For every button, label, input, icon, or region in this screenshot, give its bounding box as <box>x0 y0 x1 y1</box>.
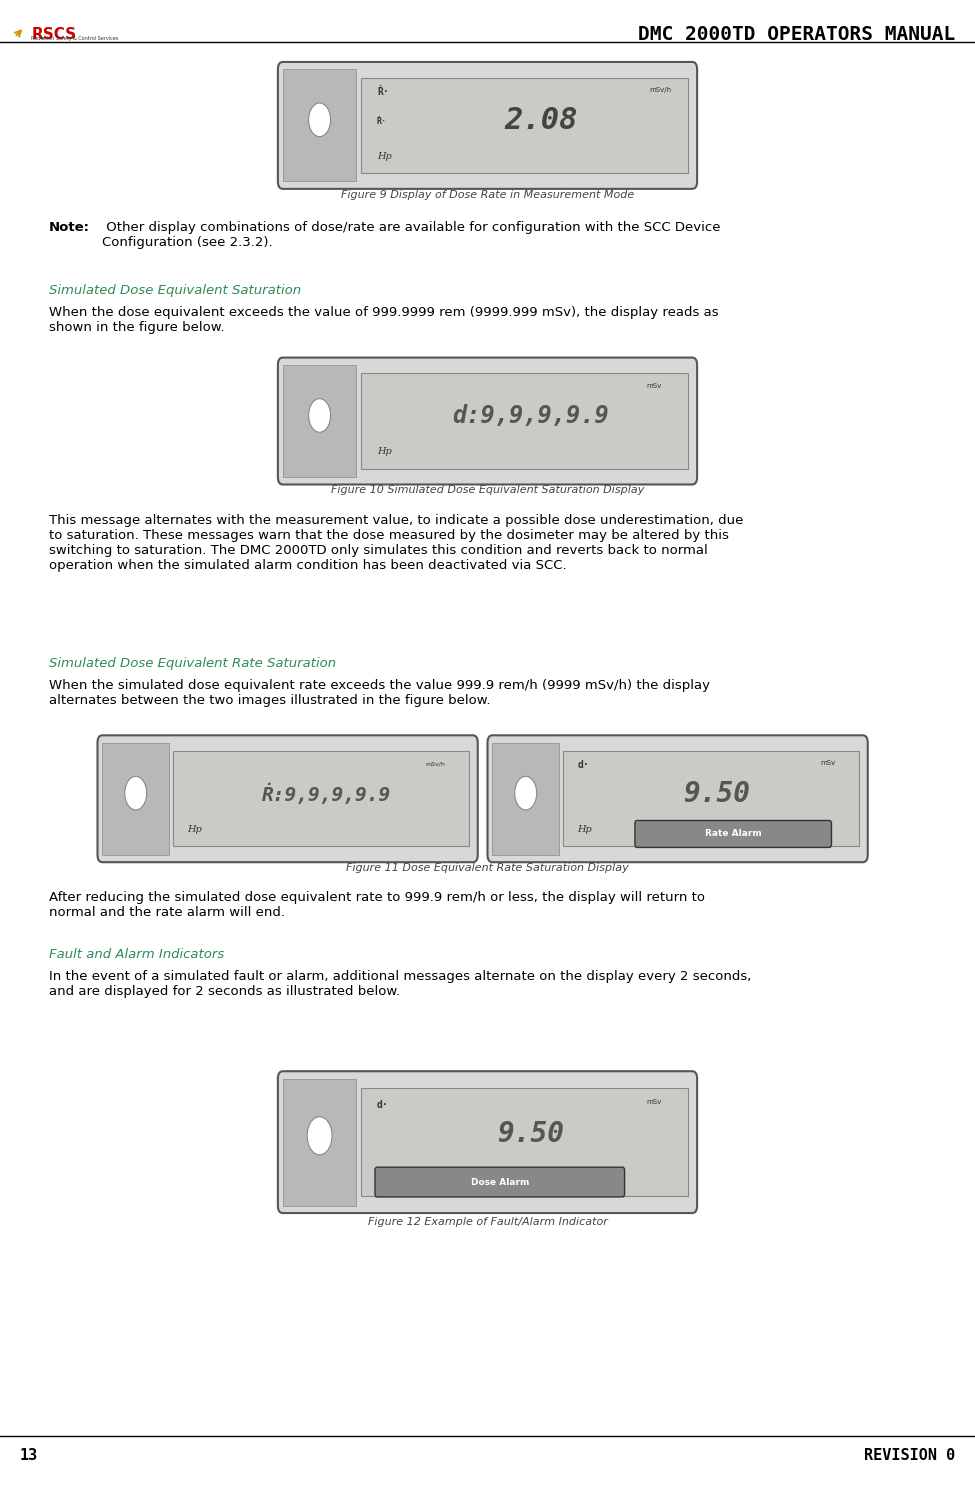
Bar <box>283 366 357 478</box>
Text: REVISION 0: REVISION 0 <box>864 1448 956 1463</box>
Text: 9.50: 9.50 <box>497 1120 565 1148</box>
Text: Ṙ:9,9,9,9.9: Ṙ:9,9,9,9.9 <box>262 784 392 805</box>
Text: 13: 13 <box>20 1448 38 1463</box>
Text: Ṙ·: Ṙ· <box>377 116 387 125</box>
Bar <box>492 742 559 854</box>
Text: Hp: Hp <box>377 1173 392 1182</box>
Text: 9.50: 9.50 <box>683 779 751 808</box>
Text: d·: d· <box>377 1100 389 1109</box>
Text: Simulated Dose Equivalent Saturation: Simulated Dose Equivalent Saturation <box>49 284 301 297</box>
Text: mSv: mSv <box>646 382 662 388</box>
Text: Other display combinations of dose/rate are available for configuration with the: Other display combinations of dose/rate … <box>102 221 721 249</box>
Text: When the simulated dose equivalent rate exceeds the value 999.9 rem/h (9999 mSv/: When the simulated dose equivalent rate … <box>49 679 710 708</box>
FancyBboxPatch shape <box>278 358 697 484</box>
Text: d·: d· <box>577 760 589 770</box>
Text: Radiation Safety & Control Services: Radiation Safety & Control Services <box>31 36 118 40</box>
Text: Hp: Hp <box>577 826 593 835</box>
Text: d:9,9,9,9.9: d:9,9,9,9.9 <box>452 405 609 428</box>
Text: mSv: mSv <box>820 760 836 766</box>
Bar <box>361 1088 688 1196</box>
Text: Figure 10 Simulated Dose Equivalent Saturation Display: Figure 10 Simulated Dose Equivalent Satu… <box>331 485 644 496</box>
Text: mSv/h: mSv/h <box>425 761 446 766</box>
Text: This message alternates with the measurement value, to indicate a possible dose : This message alternates with the measure… <box>49 514 743 572</box>
Text: RSCS: RSCS <box>31 27 76 42</box>
Bar <box>283 70 357 182</box>
FancyBboxPatch shape <box>375 1168 625 1197</box>
Bar <box>361 78 688 173</box>
FancyBboxPatch shape <box>98 735 478 863</box>
Text: mSv: mSv <box>646 1099 662 1105</box>
Circle shape <box>309 399 331 433</box>
Bar <box>102 742 169 854</box>
Circle shape <box>309 103 331 137</box>
Text: Ṙ·: Ṙ· <box>377 87 389 97</box>
Text: Figure 11 Dose Equivalent Rate Saturation Display: Figure 11 Dose Equivalent Rate Saturatio… <box>346 863 629 873</box>
Text: Hp: Hp <box>187 826 203 835</box>
Text: When the dose equivalent exceeds the value of 999.9999 rem (9999.999 mSv), the d: When the dose equivalent exceeds the val… <box>49 306 719 334</box>
Text: Figure 12 Example of Fault/Alarm Indicator: Figure 12 Example of Fault/Alarm Indicat… <box>368 1217 607 1227</box>
Text: Fault and Alarm Indicators: Fault and Alarm Indicators <box>49 948 224 961</box>
Text: Simulated Dose Equivalent Rate Saturation: Simulated Dose Equivalent Rate Saturatio… <box>49 657 335 670</box>
Text: mSv/h: mSv/h <box>649 87 672 93</box>
Text: After reducing the simulated dose equivalent rate to 999.9 rem/h or less, the di: After reducing the simulated dose equiva… <box>49 891 705 920</box>
Bar <box>283 1078 357 1206</box>
Bar <box>173 751 469 847</box>
Bar <box>563 751 859 847</box>
Circle shape <box>515 776 536 809</box>
Text: In the event of a simulated fault or alarm, additional messages alternate on the: In the event of a simulated fault or ala… <box>49 970 751 999</box>
Bar <box>361 373 688 469</box>
Text: DMC 2000TD OPERATORS MANUAL: DMC 2000TD OPERATORS MANUAL <box>639 25 956 45</box>
Circle shape <box>307 1117 332 1156</box>
Text: Dose Alarm: Dose Alarm <box>471 1178 529 1187</box>
Text: Rate Alarm: Rate Alarm <box>705 830 761 839</box>
Circle shape <box>125 776 146 809</box>
FancyBboxPatch shape <box>278 61 697 188</box>
FancyBboxPatch shape <box>635 821 832 848</box>
Text: Figure 9 Display of Dose Rate in Measurement Mode: Figure 9 Display of Dose Rate in Measure… <box>341 190 634 200</box>
Text: Note:: Note: <box>49 221 90 234</box>
FancyBboxPatch shape <box>488 735 868 863</box>
Text: Hp: Hp <box>377 152 392 161</box>
Text: 2.08: 2.08 <box>504 106 577 136</box>
FancyBboxPatch shape <box>278 1072 697 1212</box>
Text: Hp: Hp <box>377 448 392 457</box>
